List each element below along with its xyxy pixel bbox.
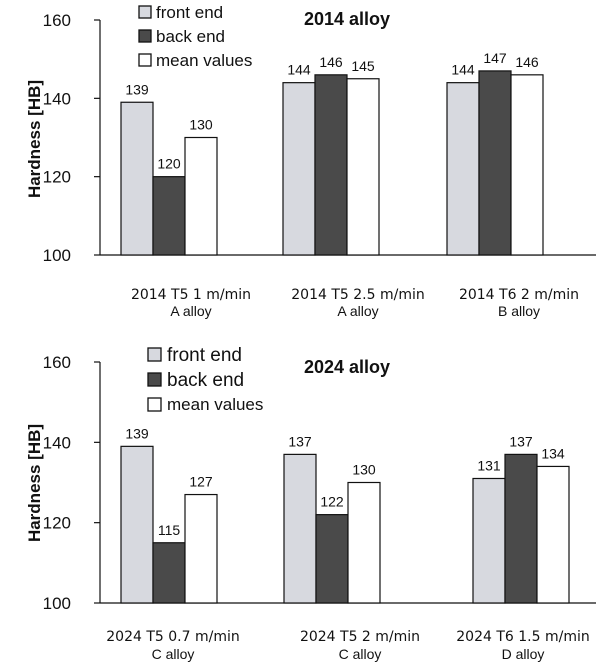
category-label: 2024 T5 0.7 m/min [106,629,239,645]
bar-mean-values-2 [346,78,380,256]
legend-swatch-front-end [147,347,162,362]
data-label: 137 [509,433,533,449]
bar-back-end-1 [152,542,186,604]
category-sublabel: A alloy [170,303,211,319]
legend: front end back end mean values [147,345,263,414]
data-label: 146 [319,54,343,70]
bar-back-end-3 [504,453,538,604]
y-axis-label: Hardness [HB] [25,80,44,198]
legend-label-back-end: back end [167,370,244,391]
chart-2014-alloy: Hardness [HB] 100 120 140 160 139 144 144 120 1… [25,3,596,319]
data-label: 131 [477,457,501,473]
bar-mean-values-2 [347,481,381,604]
legend-label-mean-values: mean values [167,395,263,414]
bar-mean-values-3 [510,74,544,256]
bar-front-end-1 [120,101,154,256]
bar-front-end-1 [120,445,154,604]
bar-mean-values-1 [184,493,218,604]
bar-mean-values-1 [184,136,218,256]
category-sublabel: D alloy [502,646,545,662]
y-tick-label: 100 [43,246,71,265]
legend-swatch-back-end [138,29,152,43]
bar-front-end-3 [446,82,480,256]
legend-label-mean-values: mean values [156,51,252,70]
bar-back-end-2 [314,74,348,256]
category-label: 2024 T6 1.5 m/min [456,629,589,645]
category-sublabel: B alloy [498,303,540,319]
category-sublabel: A alloy [337,303,378,319]
category-label: 2024 T5 2 m/min [300,629,420,645]
category-sublabel: C alloy [152,646,195,662]
data-label: 134 [541,445,565,461]
data-label: 137 [288,433,312,449]
y-tick-label: 100 [43,594,71,613]
y-tick-label: 160 [43,11,71,30]
chart-title: 2014 alloy [304,9,390,29]
data-label: 115 [158,522,181,538]
legend-label-front-end: front end [156,3,223,22]
chart-2024-alloy: Hardness [HB] 100 120 140 160 139 137 131 115 1… [25,345,596,662]
data-label: 139 [125,425,149,441]
chart-title: 2024 alloy [304,357,390,377]
y-tick-label: 120 [43,168,71,187]
legend-swatch-mean-values [138,53,152,67]
data-label: 130 [189,117,213,133]
legend-label-front-end: front end [167,345,242,366]
legend-swatch-back-end [147,372,162,387]
y-tick-label: 140 [43,433,71,452]
legend-label-back-end: back end [156,27,225,46]
bar-back-end-1 [152,176,186,256]
category-label: 2014 T5 1 m/min [131,287,251,303]
bar-front-end-3 [472,477,506,604]
data-label: 120 [157,156,181,172]
data-label: 127 [189,474,213,490]
data-label: 145 [351,58,375,74]
y-axis-label: Hardness [HB] [25,424,44,542]
data-label: 147 [483,50,507,66]
category-sublabel: C alloy [339,646,382,662]
y-tick-label: 140 [43,89,71,108]
data-label: 146 [515,54,539,70]
bar-mean-values-3 [536,465,570,604]
legend-swatch-mean-values [147,397,162,412]
category-label: 2014 T5 2.5 m/min [291,287,424,303]
bar-front-end-2 [283,453,317,604]
bar-back-end-3 [478,70,512,256]
y-tick-label: 120 [43,514,71,533]
bar-front-end-2 [282,82,316,256]
data-label: 122 [320,494,344,510]
data-label: 144 [451,62,475,78]
data-label: 139 [125,81,149,97]
data-label: 130 [352,462,376,478]
data-label: 144 [287,62,311,78]
y-tick-label: 160 [43,353,71,372]
bar-back-end-2 [315,514,349,604]
legend: front end back end mean values [138,3,252,70]
legend-swatch-front-end [138,5,152,19]
category-label: 2014 T6 2 m/min [459,287,579,303]
